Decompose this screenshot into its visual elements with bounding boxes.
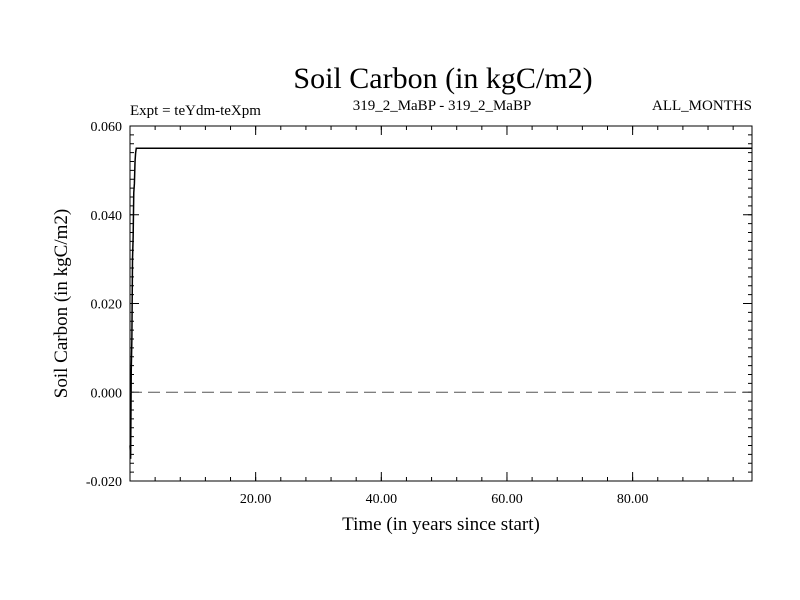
chart-subtitle-center: 319_2_MaBP - 319_2_MaBP — [353, 98, 532, 114]
y-tick-label: -0.020 — [86, 475, 122, 490]
series-line-0 — [129, 147, 752, 459]
series-lines — [129, 147, 752, 459]
plot-frame — [129, 125, 753, 482]
x-tick-labels: 20.00 40.00 60.00 80.00 — [240, 492, 648, 507]
x-axis-label: Time (in years since start) — [342, 514, 540, 535]
chart-subtitle-left: Expt = teYdm-teXpm — [130, 103, 261, 119]
x-tick-label: 80.00 — [617, 492, 649, 507]
y-major-ticks — [130, 125, 752, 482]
y-tick-label: 0.060 — [91, 120, 123, 135]
y-minor-ticks — [130, 125, 752, 482]
y-tick-labels: -0.020 0.000 0.020 0.040 0.060 — [86, 120, 122, 490]
y-tick-label: 0.000 — [91, 386, 123, 401]
x-tick-label: 40.00 — [366, 492, 398, 507]
x-major-ticks — [255, 126, 634, 481]
chart-subtitle-right: ALL_MONTHS — [652, 98, 752, 114]
y-tick-label: 0.020 — [91, 298, 123, 313]
x-tick-label: 20.00 — [240, 492, 272, 507]
y-axis-label: Soil Carbon (in kgC/m2) — [51, 209, 72, 398]
x-minor-ticks — [154, 126, 734, 481]
y-tick-label: 0.040 — [91, 209, 123, 224]
x-tick-label: 60.00 — [491, 492, 523, 507]
chart-title: Soil Carbon (in kgC/m2) — [293, 62, 592, 95]
